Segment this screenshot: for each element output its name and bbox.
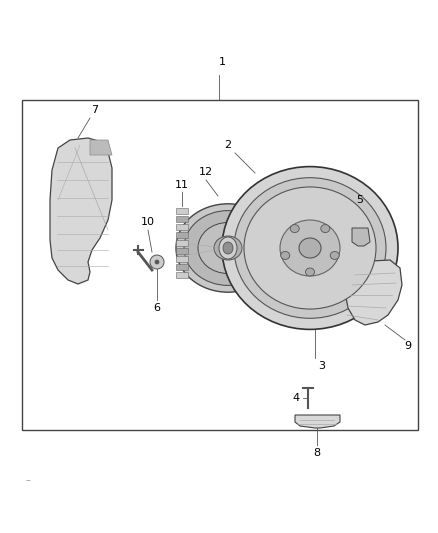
Circle shape [150,255,164,269]
Text: 3: 3 [318,361,325,371]
Bar [176,232,188,238]
Ellipse shape [198,222,258,273]
Text: 4: 4 [293,393,300,403]
Bar [176,248,188,254]
Bar [176,208,188,214]
Ellipse shape [184,211,272,285]
Text: 1: 1 [219,57,226,67]
Polygon shape [50,138,112,284]
Bar [176,240,188,246]
Polygon shape [344,260,402,325]
Bar [22,100,418,430]
Text: 9: 9 [404,341,412,351]
Bar [176,256,188,262]
Bar [176,272,188,278]
Ellipse shape [290,224,299,232]
Ellipse shape [176,204,280,292]
Text: 7: 7 [92,105,99,115]
Ellipse shape [222,167,398,329]
Text: 10: 10 [141,217,155,227]
Ellipse shape [280,220,340,276]
Circle shape [155,260,159,264]
Ellipse shape [330,252,339,260]
Text: 11: 11 [175,180,189,190]
Bar [176,216,188,222]
Text: 12: 12 [199,167,213,177]
Polygon shape [295,415,340,428]
Text: 6: 6 [153,303,160,313]
Bar [176,224,188,230]
Polygon shape [90,140,112,155]
Ellipse shape [219,237,237,259]
Text: 2: 2 [224,140,232,150]
Ellipse shape [281,252,290,260]
Bar [176,264,188,270]
Ellipse shape [223,242,233,254]
Ellipse shape [305,268,314,276]
Text: –: – [25,475,30,485]
Ellipse shape [299,238,321,258]
Polygon shape [352,228,370,246]
Ellipse shape [244,187,376,309]
Ellipse shape [234,177,386,318]
Ellipse shape [321,224,330,232]
Text: 8: 8 [314,448,321,458]
Text: 5: 5 [357,195,364,205]
Ellipse shape [214,236,242,260]
